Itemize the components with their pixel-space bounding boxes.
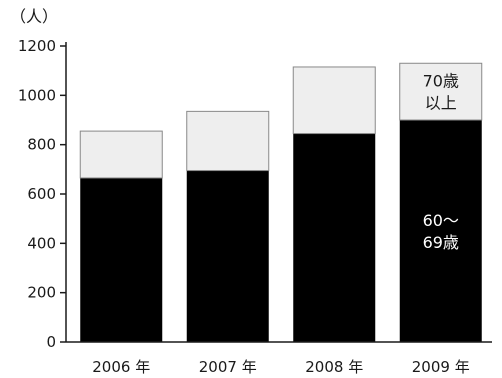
y-tick-label: 200 xyxy=(27,284,56,302)
x-category-label: 2006 年 xyxy=(92,358,150,376)
bar-segment xyxy=(80,177,163,342)
series-label: 60〜 xyxy=(423,211,459,230)
y-tick-label: 1200 xyxy=(18,37,56,55)
x-category-label: 2009 年 xyxy=(412,358,470,376)
bar-segment xyxy=(186,110,270,172)
bar-segment xyxy=(79,130,163,179)
x-category-label: 2007 年 xyxy=(199,358,257,376)
series-label: 以上 xyxy=(425,94,457,113)
bar-segment xyxy=(399,120,482,342)
y-tick-label: 400 xyxy=(27,234,56,252)
y-tick-label: 1000 xyxy=(18,86,56,104)
y-axis: 0 200 400 600 800 1000 1200 xyxy=(18,37,67,351)
series-label: 70歳 xyxy=(423,72,459,91)
series-label: 69歳 xyxy=(423,233,459,252)
y-tick-label: 600 xyxy=(27,185,56,203)
y-tick-label: 800 xyxy=(27,136,56,154)
bar-segment xyxy=(293,133,376,342)
bar-segment xyxy=(399,62,483,121)
bar-segment xyxy=(186,170,269,342)
y-axis-unit: （人） xyxy=(10,7,58,26)
bars-group xyxy=(79,62,483,342)
x-category-label: 2008 年 xyxy=(305,358,363,376)
x-axis: 2006 年 2007 年 2008 年 2009 年 xyxy=(66,341,492,376)
y-tick-label: 0 xyxy=(46,333,56,351)
bar-segment xyxy=(292,66,376,135)
